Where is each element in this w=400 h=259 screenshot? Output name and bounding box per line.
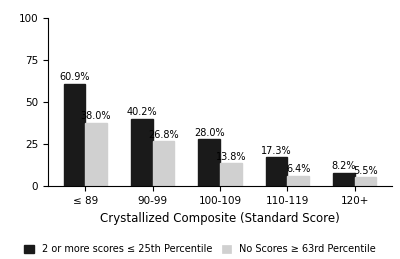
Text: 17.3%: 17.3% <box>261 146 292 156</box>
Text: 40.2%: 40.2% <box>126 107 157 117</box>
Text: 13.8%: 13.8% <box>216 152 246 162</box>
Bar <box>266 157 287 186</box>
Text: 5.5%: 5.5% <box>353 166 378 176</box>
Text: 6.4%: 6.4% <box>286 164 310 174</box>
Bar <box>64 84 85 186</box>
Bar <box>131 119 153 186</box>
Text: 60.9%: 60.9% <box>59 72 90 82</box>
Text: 8.2%: 8.2% <box>332 161 356 171</box>
Text: 26.8%: 26.8% <box>148 130 179 140</box>
X-axis label: Crystallized Composite (Standard Score): Crystallized Composite (Standard Score) <box>100 212 340 225</box>
Bar <box>355 177 376 186</box>
Bar <box>220 163 242 186</box>
Text: 28.0%: 28.0% <box>194 128 224 138</box>
Bar <box>287 176 309 186</box>
Text: 38.0%: 38.0% <box>81 111 111 121</box>
Bar <box>198 139 220 186</box>
Bar <box>85 123 107 186</box>
Legend: 2 or more scores ≤ 25th Percentile, No Scores ≥ 63rd Percentile: 2 or more scores ≤ 25th Percentile, No S… <box>24 244 376 254</box>
Bar <box>333 173 355 186</box>
Bar <box>153 141 174 186</box>
